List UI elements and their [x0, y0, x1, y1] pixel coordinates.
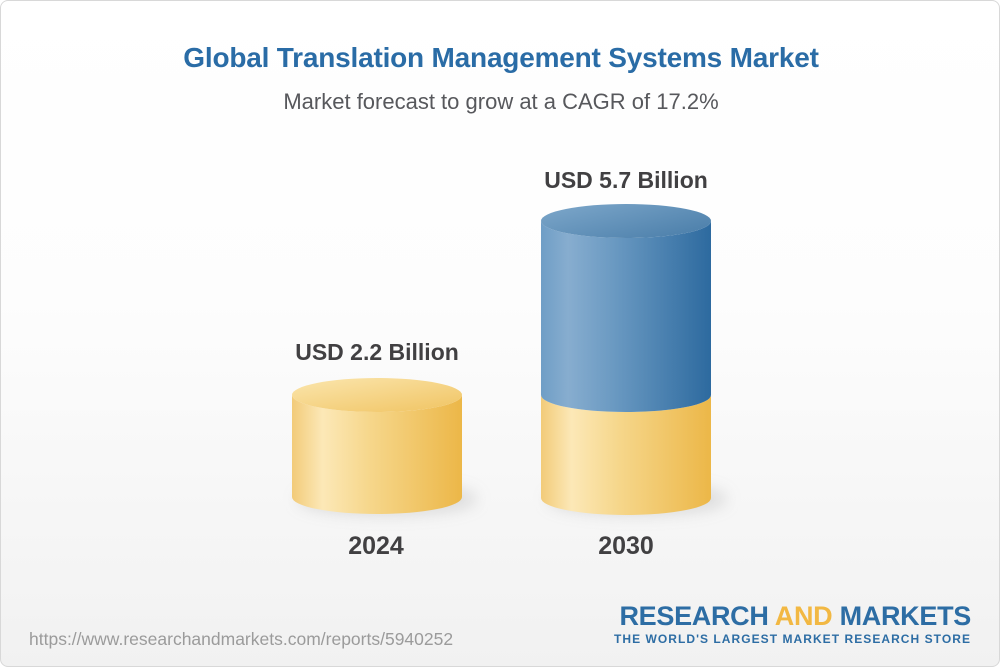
bar-2030-growth-segment — [541, 221, 711, 412]
research-and-markets-logo: RESEARCH AND MARKETS THE WORLD'S LARGEST… — [613, 602, 971, 647]
bar-2030-category-label: 2030 — [598, 532, 654, 560]
bar-2024-category-label: 2024 — [348, 532, 404, 560]
logo-tagline: THE WORLD'S LARGEST MARKET RESEARCH STOR… — [613, 632, 971, 647]
bar-2030-value-label: USD 5.7 Billion — [544, 167, 708, 193]
page-subtitle: Market forecast to grow at a CAGR of 17.… — [283, 89, 719, 114]
bar-2030-base-segment — [541, 395, 711, 515]
logo-wordmark: RESEARCH AND MARKETS — [614, 602, 971, 630]
logo-word-and: AND — [774, 601, 833, 631]
report-url: https://www.researchandmarkets.com/repor… — [29, 629, 454, 649]
logo-word-research: RESEARCH — [619, 601, 769, 631]
page-title: Global Translation Management Systems Ma… — [183, 42, 819, 73]
bar-2024-value-label: USD 2.2 Billion — [295, 339, 459, 365]
logo-word-markets: MARKETS — [839, 601, 972, 631]
bar-2024-cylinder — [292, 378, 462, 514]
bar-2030-cylinder — [541, 204, 711, 515]
